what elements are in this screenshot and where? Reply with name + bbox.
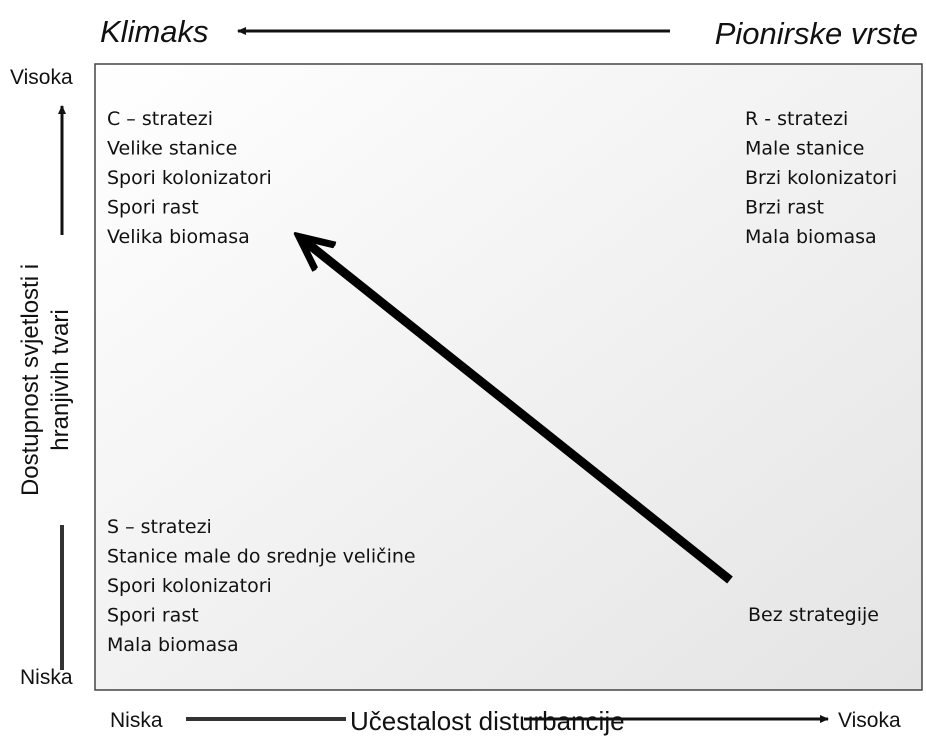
quadrant-c-item: Velika biomasa [107,226,250,248]
succession-arrow [302,239,733,584]
quadrant-r-item: Male stanice [745,138,865,160]
quadrant-s-item: Spori kolonizatori [107,575,272,597]
quadrant-s-item: S – stratezi [107,516,212,538]
y-low: Niska [20,666,73,689]
quadrant-c-item: Spori rast [107,197,199,219]
quadrant-r-item: Brzi rast [745,197,824,219]
quadrant-c-item: Spori kolonizatori [107,167,272,189]
quadrant-c-item: Velike stanice [107,138,237,160]
quadrant-r-item: Brzi kolonizatori [745,167,897,189]
y-label: hranjivih tvari [47,309,74,450]
x-label: Učestalost disturbancije [350,706,625,736]
no-strategy: Bez strategije [748,604,879,626]
y-label: Dostupnost svjetlosti i [17,264,44,496]
quadrant-r-item: R - stratezi [745,108,848,130]
x-high: Visoka [838,709,901,732]
quadrant-s-item: Spori rast [107,605,199,627]
header-left: Klimaks [100,14,209,49]
y-high: Visoka [10,66,73,89]
quadrant-c-item: C – stratezi [107,108,213,130]
plot-area [94,63,923,691]
quadrant-s-item: Stanice male do srednje veličine [107,546,416,568]
header-right: Pionirske vrste [715,16,918,51]
x-low: Niska [110,709,163,732]
quadrant-s-item: Mala biomasa [107,634,239,656]
quadrant-r-item: Mala biomasa [745,226,877,248]
